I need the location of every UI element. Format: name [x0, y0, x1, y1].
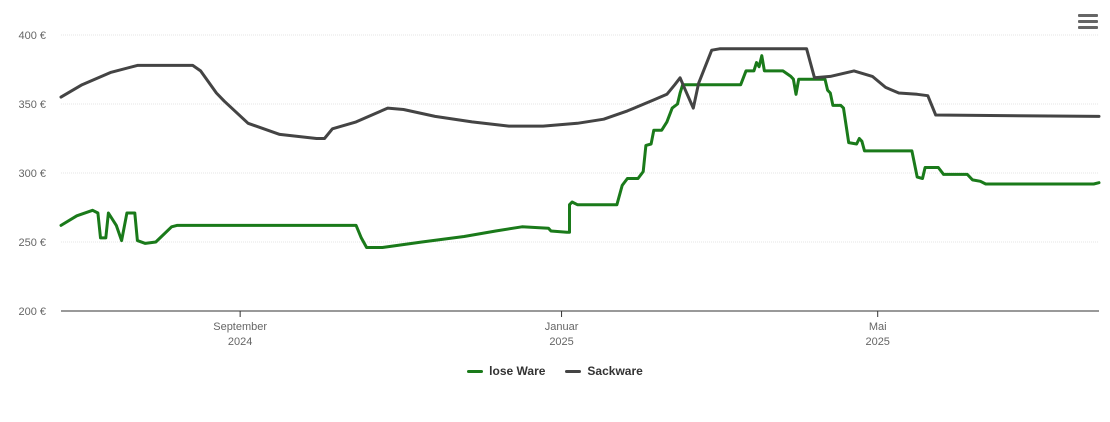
y-tick-label: 350 € — [18, 99, 46, 111]
hamburger-menu-icon[interactable] — [1078, 14, 1098, 30]
y-tick-label: 300 € — [18, 168, 46, 180]
series-line-sackware[interactable] — [59, 47, 1101, 140]
legend-label-lose-ware: lose Ware — [489, 364, 546, 378]
x-tick-year-label: 2025 — [549, 336, 573, 348]
legend-swatch-sackware — [565, 369, 582, 373]
x-tick-label: September — [213, 321, 267, 333]
legend-item-lose-ware[interactable]: lose Ware — [467, 364, 545, 378]
x-tick-label: Mai — [869, 321, 887, 333]
gridlines — [61, 34, 1099, 243]
legend: lose Ware Sackware — [0, 364, 1110, 378]
y-axis-ticks: 200 € 250 € 300 € 350 € 400 € — [18, 30, 46, 318]
y-tick-label: 400 € — [18, 30, 46, 42]
menu-bar — [1078, 20, 1098, 23]
menu-bar — [1078, 14, 1098, 17]
legend-label-sackware: Sackware — [587, 364, 643, 378]
x-tick-year-label: 2025 — [865, 336, 889, 348]
legend-swatch-lose-ware — [467, 369, 484, 373]
series-lines — [59, 47, 1101, 249]
menu-bar — [1078, 26, 1098, 29]
x-tick-label: Januar — [545, 321, 579, 333]
x-axis: September 2024 Januar 2025 Mai 2025 — [61, 310, 1099, 348]
x-tick-year-label: 2024 — [228, 336, 252, 348]
legend-item-sackware[interactable]: Sackware — [565, 364, 643, 378]
y-tick-label: 200 € — [18, 306, 46, 318]
series-line-lose-ware[interactable] — [59, 54, 1101, 249]
y-tick-label: 250 € — [18, 237, 46, 249]
